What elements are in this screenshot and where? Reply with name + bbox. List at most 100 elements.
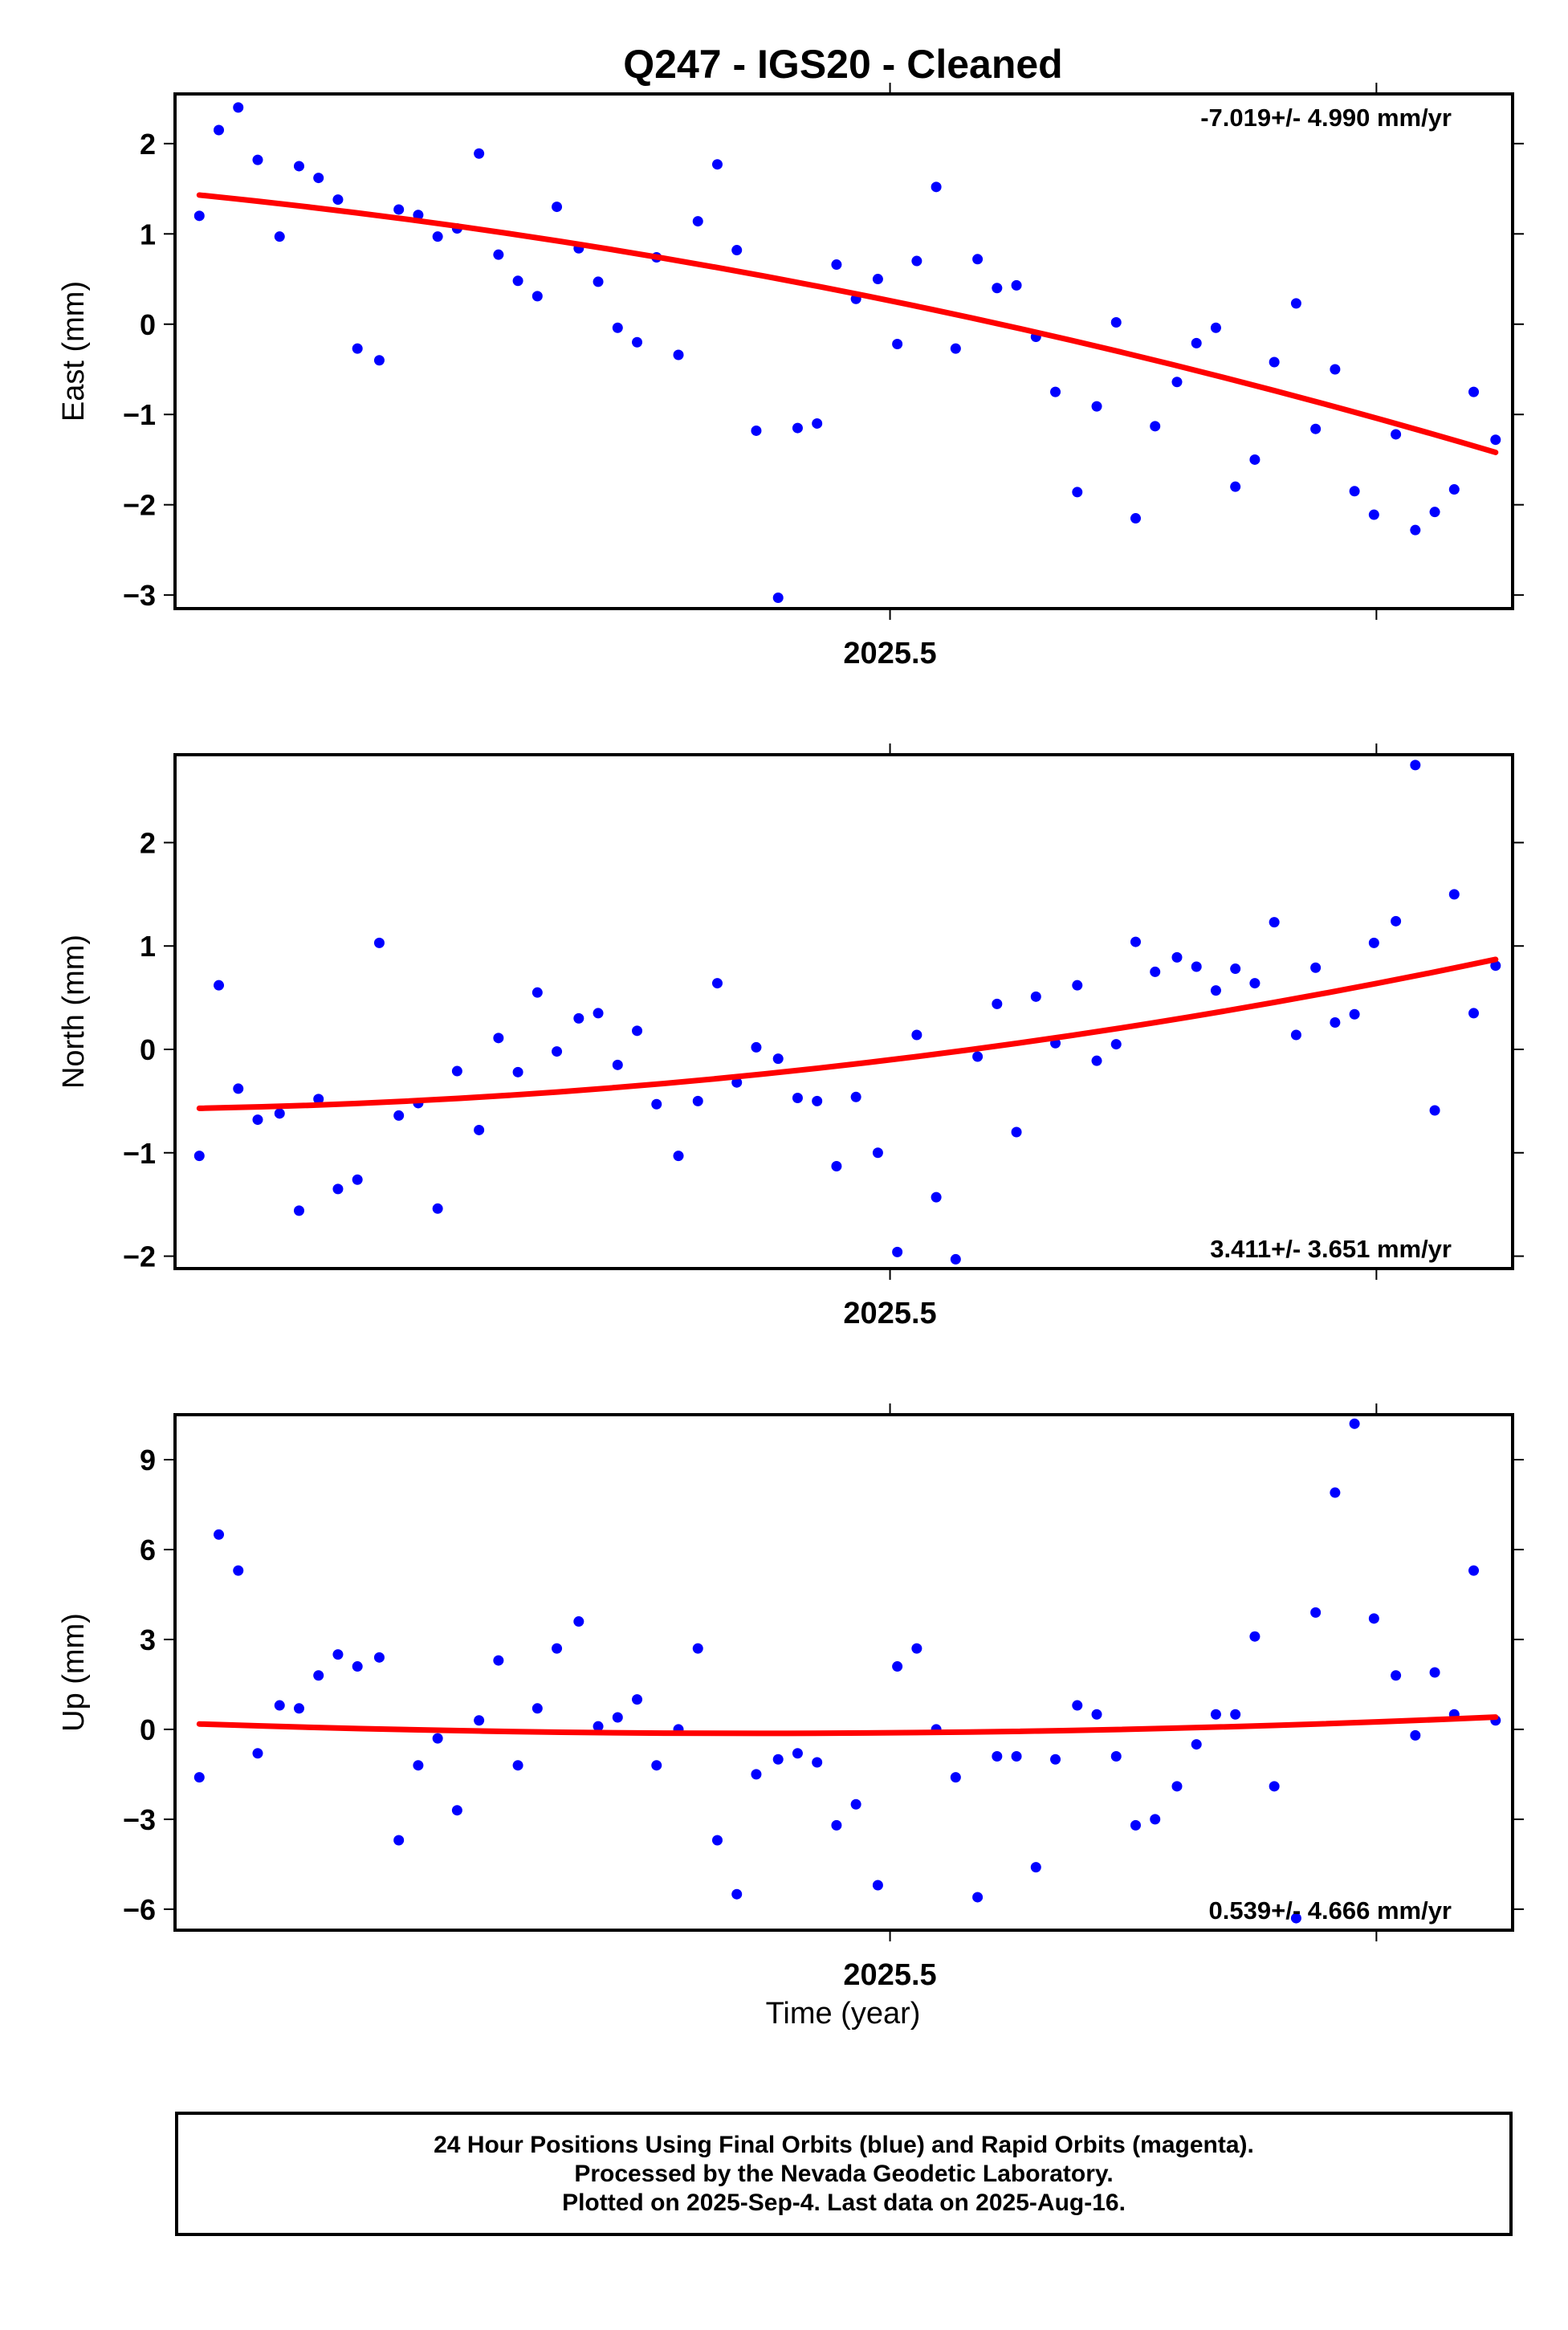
east-data-point [1050, 386, 1061, 397]
north-data-point [731, 1077, 743, 1088]
up-data-point [193, 1772, 205, 1783]
east-data-point [1011, 279, 1022, 291]
up-data-point [214, 1529, 225, 1540]
up-data-point [512, 1760, 523, 1771]
info-line-processor: Processed by the Nevada Geodetic Laborat… [574, 2160, 1114, 2187]
up-data-point [332, 1649, 344, 1660]
north-data-point [1150, 966, 1161, 977]
north-data-point [252, 1114, 263, 1126]
north-data-point [233, 1083, 244, 1094]
up-data-point [831, 1819, 842, 1831]
east-data-point [1368, 509, 1379, 520]
east-data-point [1349, 486, 1360, 497]
east-data-point [692, 216, 703, 227]
up-data-point [812, 1757, 823, 1768]
north-data-point [1368, 937, 1379, 948]
north-data-point [1410, 760, 1421, 771]
east-xtick-label: 2025.5 [843, 637, 936, 670]
north-data-point [612, 1059, 623, 1070]
north-data-point [1448, 889, 1460, 900]
east-data-point [972, 254, 984, 265]
up-data-point [593, 1721, 604, 1732]
east-data-point [1410, 524, 1421, 536]
north-ytick-label: 1 [140, 930, 156, 963]
up-data-point [1210, 1709, 1221, 1720]
up-ytick-label: 0 [140, 1713, 156, 1746]
east-data-point [493, 249, 504, 260]
up-data-point [872, 1880, 883, 1891]
up-data-point [992, 1751, 1003, 1762]
up-rate-annotation: 0.539+/- 4.666 mm/yr [1209, 1896, 1452, 1925]
up-data-point [1050, 1754, 1061, 1765]
north-data-point [1330, 1017, 1341, 1029]
east-data-point [1490, 434, 1501, 446]
east-data-point [1391, 429, 1402, 440]
up-ytick-label: 3 [140, 1623, 156, 1656]
east-ytick-label: 0 [140, 308, 156, 341]
east-data-point [1290, 298, 1301, 309]
east-data-point [751, 425, 762, 436]
up-data-point [1330, 1487, 1341, 1498]
north-ytick-label: 0 [140, 1033, 156, 1066]
north-data-point [1110, 1039, 1122, 1050]
up-ytick-label: −6 [123, 1893, 156, 1926]
up-data-point [293, 1703, 304, 1714]
up-data-point [1269, 1781, 1280, 1792]
north-data-point [1391, 915, 1402, 927]
up-trend-line [196, 1714, 1499, 1737]
east-data-point [274, 231, 285, 242]
east-plot-frame [173, 92, 1514, 610]
up-plot-frame [173, 1413, 1514, 1932]
north-data-point [1269, 917, 1280, 928]
up-data-point [1150, 1814, 1161, 1825]
north-data-point [1011, 1126, 1022, 1138]
north-data-point [531, 987, 543, 998]
north-data-point [512, 1066, 523, 1077]
east-data-point [1448, 484, 1460, 495]
north-data-point [1210, 985, 1221, 996]
up-y-axis-label: Up (mm) [57, 1613, 91, 1732]
north-data-point [1191, 961, 1202, 972]
east-data-point [1249, 454, 1261, 465]
up-data-point [850, 1798, 861, 1810]
east-data-point [1210, 322, 1221, 333]
north-data-point [474, 1124, 485, 1135]
east-panel: −3 −2 −1 0 1 2 2025.5 East (mm) -7.019+/- 4.990 … [57, 83, 1524, 670]
up-data-point [1091, 1709, 1102, 1720]
north-data-point [950, 1253, 961, 1265]
east-data-point [892, 339, 903, 350]
east-data-point [233, 102, 244, 113]
north-data-point [493, 1033, 504, 1044]
up-data-point [352, 1661, 363, 1672]
east-data-point [1230, 481, 1241, 492]
east-data-point [812, 418, 823, 429]
east-data-point [1330, 364, 1341, 375]
north-data-point [931, 1191, 942, 1203]
north-data-point [1171, 951, 1183, 963]
east-data-point [1191, 337, 1202, 348]
north-data-point [992, 998, 1003, 1009]
east-data-point [193, 210, 205, 222]
east-data-point [593, 276, 604, 287]
north-data-point [332, 1183, 344, 1195]
east-data-point [731, 245, 743, 256]
up-data-point [233, 1565, 244, 1576]
east-ytick-label: −3 [123, 579, 156, 612]
east-trend-line [196, 192, 1499, 455]
north-ytick-label: −2 [123, 1240, 156, 1273]
east-data-point [1269, 356, 1280, 368]
east-y-axis-label: East (mm) [57, 281, 91, 422]
up-data-point [252, 1748, 263, 1759]
east-data-point [1150, 421, 1161, 432]
east-data-point [1429, 507, 1440, 518]
north-data-point [831, 1161, 842, 1172]
north-data-point [772, 1053, 784, 1065]
up-data-point [313, 1670, 324, 1681]
up-data-point [1110, 1751, 1122, 1762]
up-data-point [1429, 1667, 1440, 1678]
up-data-point [1368, 1613, 1379, 1624]
north-data-point [632, 1025, 643, 1037]
east-data-point [992, 283, 1003, 294]
north-data-point [1310, 962, 1322, 973]
